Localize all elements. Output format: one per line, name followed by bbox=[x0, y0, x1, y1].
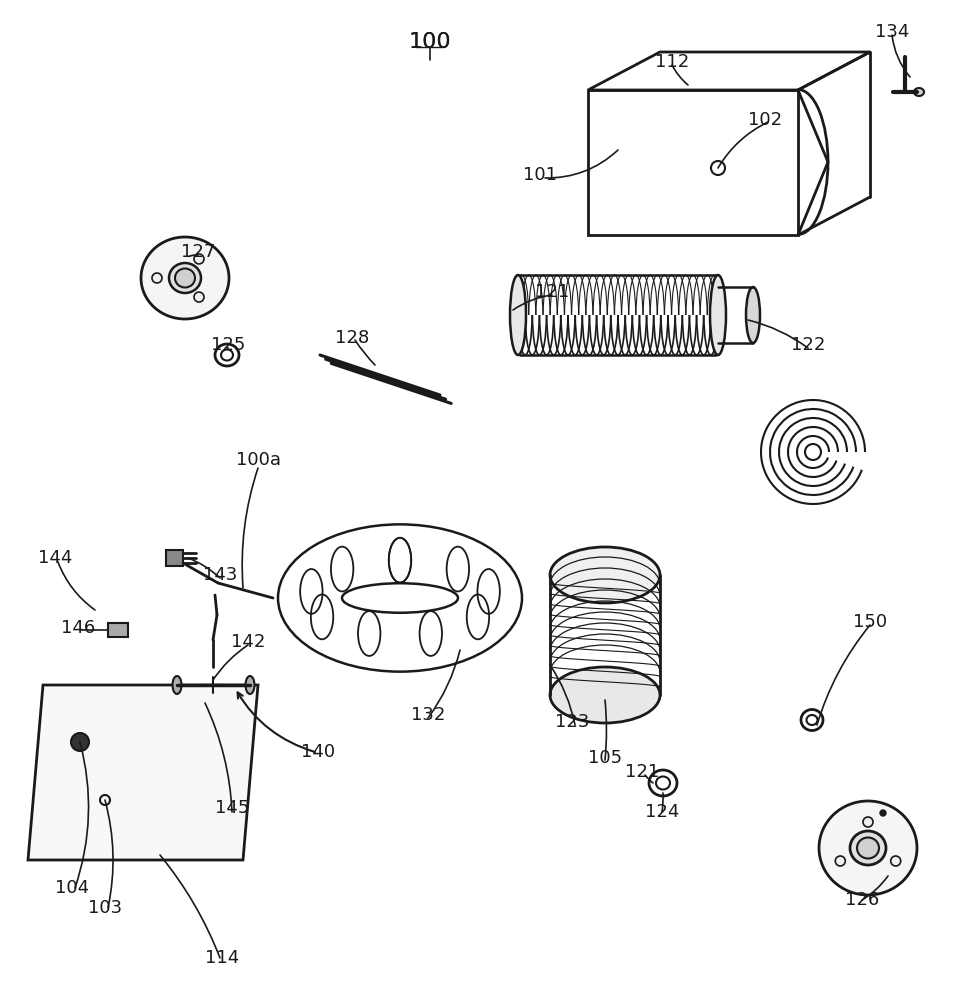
Text: 145: 145 bbox=[215, 799, 249, 817]
Text: 144: 144 bbox=[38, 549, 72, 567]
Text: 112: 112 bbox=[655, 53, 689, 71]
Ellipse shape bbox=[914, 88, 924, 96]
Text: 122: 122 bbox=[790, 336, 825, 354]
Ellipse shape bbox=[710, 275, 726, 355]
Text: 101: 101 bbox=[523, 166, 557, 184]
Circle shape bbox=[71, 733, 89, 751]
Text: 140: 140 bbox=[301, 743, 335, 761]
Circle shape bbox=[836, 856, 845, 866]
Text: 103: 103 bbox=[88, 899, 122, 917]
Text: 100a: 100a bbox=[235, 451, 281, 469]
Ellipse shape bbox=[173, 676, 181, 694]
Ellipse shape bbox=[169, 263, 201, 293]
Polygon shape bbox=[28, 685, 258, 860]
Text: 102: 102 bbox=[748, 111, 782, 129]
Text: 123: 123 bbox=[555, 713, 590, 731]
Text: 142: 142 bbox=[231, 633, 265, 651]
Text: 121: 121 bbox=[535, 283, 569, 301]
Circle shape bbox=[880, 810, 886, 816]
Text: 100: 100 bbox=[409, 32, 452, 52]
Ellipse shape bbox=[245, 676, 255, 694]
Text: 100: 100 bbox=[409, 32, 452, 52]
Ellipse shape bbox=[175, 268, 195, 288]
Text: 125: 125 bbox=[210, 336, 245, 354]
Text: 114: 114 bbox=[205, 949, 239, 967]
Ellipse shape bbox=[819, 801, 917, 895]
Circle shape bbox=[194, 292, 204, 302]
Text: 128: 128 bbox=[335, 329, 370, 347]
Ellipse shape bbox=[141, 237, 229, 319]
Ellipse shape bbox=[550, 667, 660, 723]
Text: 143: 143 bbox=[203, 566, 237, 584]
Circle shape bbox=[863, 817, 873, 827]
Text: 150: 150 bbox=[853, 613, 887, 631]
Text: 127: 127 bbox=[180, 243, 215, 261]
Ellipse shape bbox=[850, 831, 886, 865]
Circle shape bbox=[152, 273, 162, 283]
Polygon shape bbox=[166, 550, 183, 566]
Text: 132: 132 bbox=[411, 706, 445, 724]
Text: 121: 121 bbox=[625, 763, 659, 781]
Text: 104: 104 bbox=[55, 879, 89, 897]
Text: 126: 126 bbox=[845, 891, 879, 909]
Text: 134: 134 bbox=[875, 23, 909, 41]
Ellipse shape bbox=[746, 287, 760, 343]
Polygon shape bbox=[108, 623, 128, 637]
Ellipse shape bbox=[857, 838, 879, 858]
Text: 105: 105 bbox=[588, 749, 622, 767]
Text: 146: 146 bbox=[61, 619, 96, 637]
Ellipse shape bbox=[550, 547, 660, 603]
Circle shape bbox=[194, 254, 204, 264]
Ellipse shape bbox=[510, 275, 526, 355]
Circle shape bbox=[891, 856, 900, 866]
Text: 124: 124 bbox=[645, 803, 679, 821]
